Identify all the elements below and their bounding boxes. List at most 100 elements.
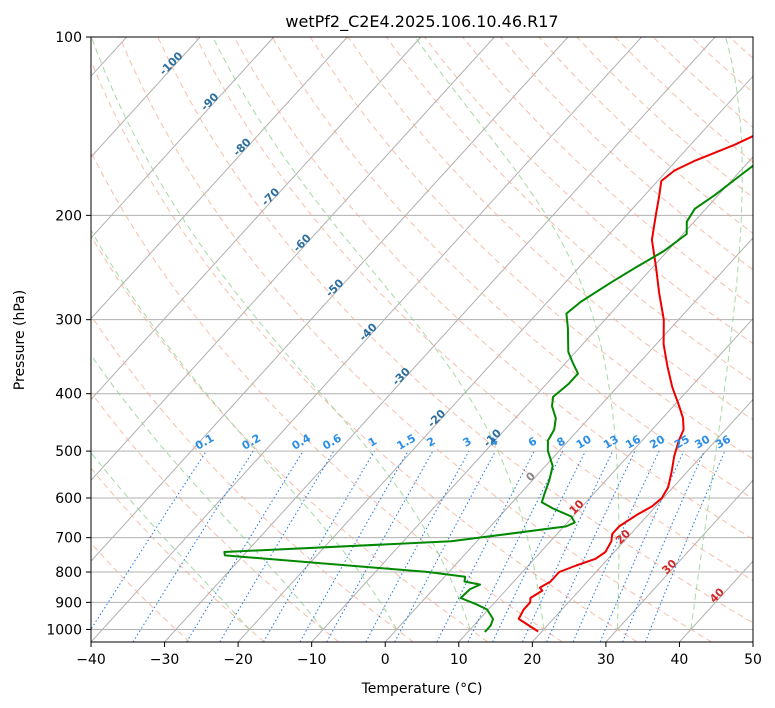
dry-adiabat	[119, 37, 713, 642]
dry-adiabat	[728, 37, 753, 59]
x-tick-label: −10	[297, 652, 327, 668]
moist-adiabat	[414, 37, 620, 630]
y-tick-label: 400	[55, 387, 82, 403]
mixing-ratio-line	[572, 450, 660, 642]
mixing-ratio-label: 13	[601, 433, 621, 452]
temperature-line	[517, 135, 753, 633]
dry-adiabat-label: 30	[659, 557, 679, 577]
y-tick-label: 1000	[46, 622, 82, 638]
mixing-ratio-line	[492, 450, 586, 642]
isotherm-line	[91, 37, 569, 562]
isotherm-line	[91, 37, 495, 482]
isotherm-line	[531, 398, 753, 642]
dry-adiabat-label: -50	[323, 276, 346, 299]
mixing-ratio-label: 2	[424, 435, 437, 450]
dry-adiabat-label: -70	[259, 185, 282, 208]
dry-adiabat	[91, 467, 265, 642]
y-tick-label: 300	[55, 313, 82, 329]
moist-adiabat	[91, 37, 471, 630]
x-tick-label: 20	[523, 652, 541, 668]
mixing-ratio-label: 6	[526, 434, 539, 449]
x-tick-label: −20	[223, 652, 253, 668]
x-tick-label: −40	[76, 652, 106, 668]
y-tick-label: 100	[55, 30, 82, 46]
mixing-ratio-line	[91, 450, 207, 631]
series-layer	[223, 135, 753, 633]
y-tick-label: 700	[55, 531, 82, 547]
isotherm-line	[605, 479, 753, 642]
isotherm-line	[458, 317, 753, 642]
x-axis-label: Temperature (°C)	[361, 681, 483, 697]
mixing-ratio-label: 10	[574, 432, 594, 451]
mixing-ratio-label: 25	[672, 433, 692, 452]
mixing-ratio-label: 20	[647, 432, 667, 451]
dry-adiabat-label: -20	[425, 407, 448, 430]
y-tick-label: 900	[55, 595, 82, 611]
dry-adiabat	[91, 234, 489, 642]
isotherm-line	[237, 75, 753, 642]
dry-adiabat-label: -30	[390, 365, 413, 388]
moist-adiabat	[91, 451, 250, 630]
y-tick-label: 800	[55, 565, 82, 581]
x-tick-label: 0	[381, 652, 390, 668]
isotherm-line	[164, 37, 716, 642]
dry-adiabat	[91, 314, 414, 642]
mixing-ratio-label: 30	[693, 432, 713, 451]
moist-adiabat	[91, 354, 324, 630]
mixing-ratio-line	[394, 450, 496, 642]
dry-adiabat-label: -40	[357, 320, 380, 343]
isotherm-line	[384, 237, 753, 642]
dry-adiabat	[91, 391, 340, 642]
mixing-ratio-line	[644, 450, 726, 642]
dry-adiabat	[309, 37, 753, 460]
mixing-ratio-line	[599, 450, 685, 642]
dry-adiabat	[195, 37, 753, 582]
plot-area	[91, 37, 775, 642]
x-tick-label: 40	[671, 652, 689, 668]
mixing-ratio-line	[299, 450, 409, 642]
dry-adiabat-label: -100	[157, 49, 186, 78]
dry-adiabat	[271, 37, 753, 500]
dry-adiabat	[233, 37, 753, 540]
chart-title: wetPf2_C2E4.2025.106.10.46.R17	[285, 12, 558, 32]
y-tick-label: 500	[55, 444, 82, 460]
dry-adiabat	[91, 150, 563, 642]
moist-adiabat	[690, 37, 743, 630]
mixing-ratio-label: 16	[623, 432, 643, 451]
isotherm-line	[91, 37, 422, 401]
mixing-ratio-label: 0.2	[240, 432, 263, 453]
dry-adiabat	[652, 37, 753, 128]
dry-adiabat	[538, 37, 753, 235]
axis-layer: −40 −30 −20 −10 0 10 20 30 40 5010020030040050060…	[46, 30, 762, 668]
isotherm-line	[91, 37, 348, 320]
x-tick-label: 10	[450, 652, 468, 668]
moist-adiabat	[91, 229, 398, 630]
mixing-ratio-line	[436, 450, 535, 642]
mixing-ratio-line	[132, 450, 254, 642]
dewpoint-line	[223, 164, 753, 633]
mixing-ratio-line	[622, 450, 705, 642]
plot-frame	[90, 36, 754, 643]
mixing-ratio-label: 1.5	[395, 432, 418, 453]
x-tick-label: 50	[744, 652, 762, 668]
y-tick-label: 200	[55, 208, 82, 224]
dry-adiabat	[347, 37, 753, 421]
dry-adiabat	[91, 542, 191, 642]
isotherm-line	[91, 37, 642, 642]
dry-adiabat	[462, 37, 753, 307]
dry-adiabat	[767, 37, 775, 642]
dry-adiabat	[91, 59, 638, 642]
moist-adiabat	[212, 37, 545, 630]
grid-layer	[91, 37, 753, 642]
isoline-labels: 0.1 0.2 0.4 0.6 1 1.5 2 3 4 6 8 10 13 16 20 25 30 36-100-…	[157, 49, 733, 605]
mixing-ratio-label: 0.4	[290, 431, 314, 452]
dry-adiabat-label: -10	[481, 426, 504, 449]
mixing-ratio-line	[219, 450, 335, 642]
isotherm-line	[91, 37, 201, 158]
dry-adiabat	[690, 37, 753, 94]
y-tick-label: 600	[55, 491, 82, 507]
dry-adiabat-label: -80	[231, 135, 254, 158]
dry-adiabat	[385, 37, 753, 383]
dry-adiabat	[614, 37, 753, 163]
